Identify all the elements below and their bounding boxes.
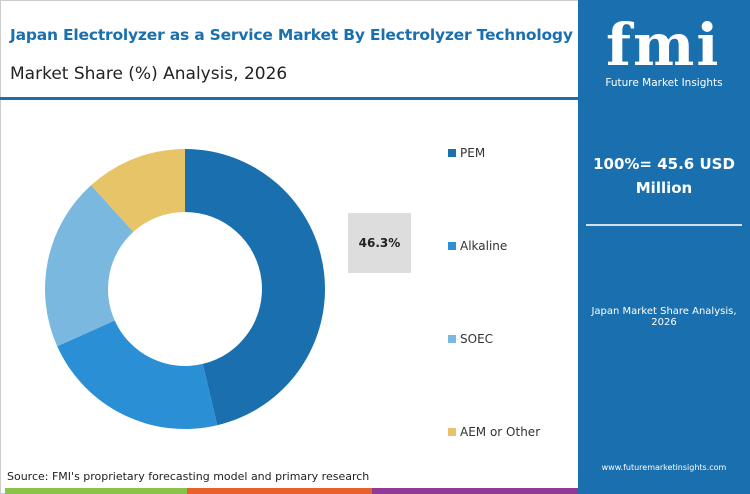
legend-item-aem: AEM or Other [448,425,540,439]
header-divider [0,97,578,100]
website-url: www.futuremarketinsights.com [601,463,727,472]
panel-caption: Japan Market Share Analysis, 2026 [591,306,737,328]
chart-title: Japan Electrolyzer as a Service Market B… [10,26,573,44]
chart-subtitle: Market Share (%) Analysis, 2026 [10,64,288,84]
data-label-pem: 46.3% [348,213,411,273]
footer-bar-green [5,488,187,494]
market-total: 100%= 45.6 USD Million [593,155,735,197]
footer-bar-orange [187,488,372,494]
legend-label: PEM [460,146,486,160]
donut-slice-soec [45,185,134,347]
donut-slice-pem [185,149,326,426]
donut-slice-alkaline [57,320,218,429]
info-panel: fmi Future Market Insights 100%= 45.6 US… [578,0,750,494]
legend-label: AEM or Other [460,425,541,439]
legend-swatch [448,335,456,343]
legend-item-pem: PEM [448,146,485,160]
donut-chart [45,149,326,429]
legend-item-alkaline: Alkaline [448,239,507,253]
donut-slice-aem-or-other [91,149,185,232]
legend-swatch [448,149,456,157]
legend-swatch [448,242,456,250]
footer-bar-purple [372,488,578,494]
legend-label: SOEC [460,332,494,346]
source-note: Source: FMI's proprietary forecasting mo… [7,470,370,483]
panel-divider [586,224,742,226]
fmi-logo: fmi [606,11,721,79]
legend-item-soec: SOEC [448,332,493,346]
logo-subtext: Future Market Insights [605,77,723,89]
legend-swatch [448,428,456,436]
legend-label: Alkaline [460,239,508,253]
